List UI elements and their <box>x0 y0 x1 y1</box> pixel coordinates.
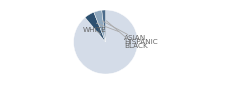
Wedge shape <box>102 10 106 42</box>
Text: BLACK: BLACK <box>106 21 148 49</box>
Text: ASIAN: ASIAN <box>96 23 146 41</box>
Wedge shape <box>94 10 106 42</box>
Text: WHITE: WHITE <box>83 27 106 34</box>
Wedge shape <box>85 12 106 42</box>
Wedge shape <box>74 10 138 74</box>
Text: HISPANIC: HISPANIC <box>102 21 158 45</box>
